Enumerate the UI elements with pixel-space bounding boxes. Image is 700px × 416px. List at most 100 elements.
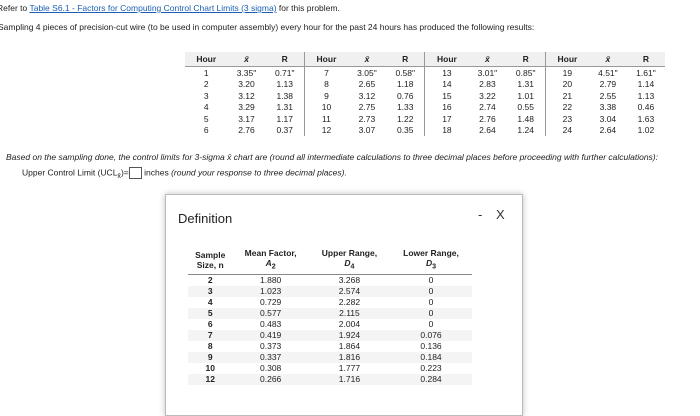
- table-row: 1 3.35" 0.71" 7 3.05" 0.58" 13 3.01" 0.85" 19 4.51…: [185, 66, 665, 79]
- table-cell: 2.79: [599, 79, 617, 90]
- table-cell: 18: [424, 124, 469, 136]
- table-cell: 0: [390, 285, 472, 297]
- minimize-button[interactable]: -: [478, 207, 483, 222]
- column-header: x̄: [588, 52, 627, 67]
- column-header: R: [385, 52, 425, 67]
- table-cell: 3.38: [599, 102, 617, 113]
- table-cell: 1.13: [276, 79, 294, 90]
- table-cell: 3: [188, 285, 233, 297]
- table-cell: 1.63: [637, 113, 655, 124]
- symbol-sub: 4: [350, 262, 355, 271]
- table-cell: 1.716: [308, 373, 391, 385]
- dialog-title: Definition: [178, 211, 233, 226]
- table-cell: 3.22: [479, 90, 496, 101]
- data-table: Hour x̄ R Hour x̄ R Hour x̄ R Hour x̄ R 1 3.35" 0.71" 7…: [185, 52, 665, 136]
- table-cell: 0.55: [517, 102, 534, 113]
- table-cell: 2.64: [599, 125, 617, 136]
- table-cell: 2.282: [338, 297, 361, 308]
- table-cell: 0.58": [395, 67, 415, 78]
- ucl-line: Upper Control Limit (UCLx̄)= inches (rou…: [22, 167, 347, 180]
- table-cell: 0.337: [232, 351, 309, 363]
- table-cell: 2.55: [599, 90, 617, 101]
- table-cell: 0: [390, 307, 472, 319]
- table-cell: 1.924: [308, 329, 391, 341]
- intro: Refer to Table S6.1 - Factors for Comput…: [0, 3, 340, 13]
- table-cell: 1.24: [517, 125, 534, 136]
- symbol: A: [265, 258, 272, 268]
- table-cell: 2.115: [308, 307, 391, 319]
- table-cell: 0.85": [515, 67, 536, 78]
- table-cell: 3.01": [477, 67, 498, 78]
- column-header: R: [626, 52, 665, 67]
- table-cell: 1.01: [517, 90, 534, 101]
- table-cell: 4: [207, 297, 213, 308]
- table-cell: 0: [428, 319, 434, 330]
- table-cell: 0: [428, 297, 434, 308]
- table-cell: 1.22: [396, 113, 414, 124]
- table-cell: 1.816: [308, 351, 391, 363]
- table-cell: 0: [428, 275, 434, 286]
- table-cell: 1: [203, 67, 209, 78]
- table-cell: 2.83: [479, 79, 496, 90]
- table-cell: 3.29: [238, 102, 255, 113]
- table-cell: 12: [303, 124, 348, 136]
- answer-input[interactable]: [128, 167, 142, 179]
- table-cell: 0.483: [260, 319, 282, 330]
- table-cell: 1.023: [232, 285, 309, 297]
- table-cell: 4: [203, 102, 209, 113]
- table-cell: 6: [207, 319, 213, 330]
- table-cell: 2.76: [238, 125, 255, 136]
- table-cell: 0.136: [420, 341, 442, 352]
- column-header: x̄: [468, 52, 507, 67]
- header-symbol: A2: [232, 258, 308, 272]
- table-row: 8 0.373 1.864 0.136: [188, 341, 472, 352]
- header-line: Lower Range,: [403, 248, 459, 258]
- table-cell: 2: [203, 79, 209, 90]
- table-row: 6 2.76 0.37 12 3.07 0.35 18 2.64 1.24 24 2.64 1.02: [185, 124, 665, 136]
- table-cell: 13: [424, 66, 469, 79]
- table-cell: 4.51": [598, 67, 618, 78]
- table-cell: 3.268: [338, 275, 361, 286]
- table-cell: 2.76: [479, 113, 496, 124]
- table-cell: 3.05": [357, 67, 377, 78]
- table-cell: 6: [203, 125, 209, 136]
- ucl-close: )=: [120, 167, 129, 178]
- table-cell: 16: [424, 101, 469, 113]
- table-cell: 1.14: [637, 79, 655, 90]
- table-cell: 8: [207, 341, 213, 352]
- table-cell: 12: [188, 373, 233, 385]
- column-header: Mean Factor, A2: [232, 247, 309, 275]
- table-cell: 0.266: [232, 373, 309, 385]
- table-cell: 8: [303, 78, 348, 90]
- table-cell: 2.574: [308, 285, 391, 297]
- ucl-note: (round your response to three decimal pl…: [171, 167, 347, 178]
- header-line: Size, n: [196, 259, 224, 270]
- table-link[interactable]: Table S6.1 - Factors for Computing Contr…: [29, 3, 277, 13]
- table-row: 2 3.20 1.13 8 2.65 1.18 14 2.83 1.31 20 2.79 1.14: [185, 78, 665, 90]
- ucl-label: Upper Control Limit (UCL: [22, 167, 118, 178]
- close-button[interactable]: X: [496, 207, 505, 222]
- symbol-sub: 2: [271, 262, 276, 271]
- table-cell: 3: [203, 90, 209, 101]
- table-row: 5 3.17 1.17 11 2.73 1.22 17 2.76 1.48 23 3.04 1.63: [185, 113, 665, 125]
- table-cell: 1.864: [338, 341, 361, 352]
- symbol: D: [344, 258, 351, 268]
- table-cell: 3.35": [236, 67, 257, 78]
- table-cell: 1.02: [637, 125, 655, 136]
- factors-table: Sample Size, n Mean Factor, A2 Upper Range, D…: [188, 247, 472, 385]
- table-cell: 20: [544, 78, 589, 90]
- table-cell: 1.38: [276, 90, 294, 101]
- table-cell: 0.308: [260, 363, 282, 374]
- symbol-sub: 3: [432, 262, 437, 271]
- column-header: R: [265, 52, 305, 67]
- column-header: Hour: [544, 52, 589, 67]
- header-line: Mean Factor,: [244, 248, 297, 258]
- table-cell: 2.65: [358, 79, 376, 90]
- table-cell: 3.12: [238, 90, 255, 101]
- table-cell: 7: [188, 329, 233, 341]
- ucl-sub: x̄: [117, 171, 121, 180]
- table-row: 3 1.023 2.574 0: [188, 285, 472, 297]
- table-cell: 0.577: [232, 307, 309, 319]
- table-cell: 0.223: [420, 363, 442, 374]
- table-cell: 1.48: [517, 113, 534, 124]
